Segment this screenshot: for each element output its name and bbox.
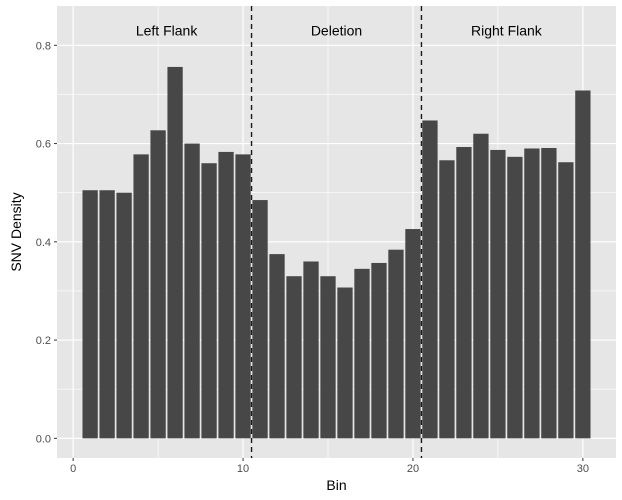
- bar: [337, 287, 353, 439]
- bar: [405, 229, 421, 439]
- bar: [235, 154, 251, 439]
- y-axis-title: SNV Density: [8, 192, 24, 271]
- y-tick-label: 0.4: [36, 237, 51, 249]
- x-tick-label: 0: [70, 463, 76, 475]
- bar: [558, 162, 574, 439]
- region-label: Deletion: [311, 23, 362, 39]
- bar: [422, 120, 438, 439]
- bar: [473, 133, 489, 439]
- bar: [524, 148, 540, 439]
- bar: [269, 254, 285, 439]
- region-labels: Left Flank Deletion Right Flank: [136, 23, 543, 39]
- region-label: Left Flank: [136, 23, 198, 39]
- bar: [133, 154, 149, 439]
- y-tick-label: 0.2: [36, 335, 51, 347]
- bar: [82, 190, 98, 439]
- x-tick-label: 30: [577, 463, 589, 475]
- x-axis-title: Bin: [326, 477, 346, 493]
- bar: [490, 149, 506, 439]
- bar: [320, 276, 336, 439]
- y-tick-label: 0.8: [36, 40, 51, 52]
- bar: [371, 262, 387, 439]
- bar: [439, 160, 455, 439]
- plot-panel: [57, 6, 616, 458]
- y-tick-label: 0.0: [36, 433, 51, 445]
- bar: [575, 90, 591, 439]
- bar: [456, 147, 472, 439]
- region-label: Right Flank: [471, 23, 543, 39]
- dashed-divider-lines: [250, 6, 423, 458]
- x-tick-label: 10: [237, 463, 249, 475]
- bar: [99, 190, 115, 439]
- bar: [507, 156, 523, 439]
- y-axis: 0.0 0.2 0.4 0.6 0.8: [36, 40, 57, 445]
- bar: [388, 249, 404, 439]
- bar: [184, 143, 200, 439]
- bars: [82, 66, 591, 439]
- bar: [201, 163, 217, 439]
- bar: [218, 151, 234, 439]
- bar: [303, 261, 319, 439]
- bar: [167, 66, 183, 439]
- bar: [116, 192, 132, 439]
- x-tick-label: 20: [407, 463, 419, 475]
- y-tick-label: 0.6: [36, 139, 51, 151]
- bar: [541, 147, 557, 439]
- bar: [150, 130, 166, 439]
- bar: [252, 200, 268, 439]
- bar: [354, 268, 370, 439]
- bar: [286, 276, 302, 439]
- x-axis: 0 10 20 30: [70, 458, 589, 475]
